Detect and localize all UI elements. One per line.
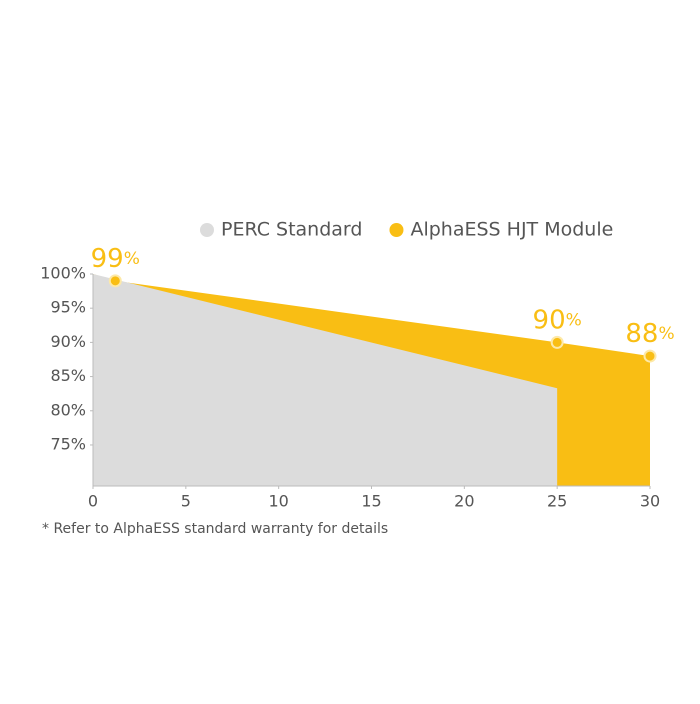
x-tick-label: 30 [640, 492, 660, 511]
data-label: 99% [91, 243, 140, 273]
y-tick-label: 80% [50, 400, 86, 419]
x-tick-label: 5 [181, 492, 191, 511]
point-marker [108, 274, 122, 288]
legend-swatch [389, 223, 404, 237]
x-tick-label: 20 [454, 492, 474, 511]
x-tick-label: 25 [547, 492, 567, 511]
legend-swatch [200, 223, 214, 237]
x-tick-label: 0 [88, 492, 98, 511]
point-marker [643, 349, 657, 363]
area [93, 274, 558, 486]
data-label: 88% [625, 319, 674, 349]
x-tick-label: 10 [268, 492, 288, 511]
y-tick-label: 85% [50, 366, 86, 385]
legend-label: AlphaESS HJT Module [410, 219, 613, 241]
point-marker [550, 335, 564, 349]
y-tick-label: 95% [50, 298, 86, 317]
data-label: 90% [533, 305, 582, 335]
y-tick-label: 90% [50, 332, 86, 351]
x-tick-label: 15 [361, 492, 381, 511]
legend-label: PERC Standard [221, 219, 362, 241]
legend: PERC Standard AlphaESS HJT Module [200, 219, 613, 241]
y-tick-label: 75% [50, 434, 86, 453]
y-tick-label: 100% [40, 264, 86, 283]
footnote: * Refer to AlphaESS standard warranty fo… [42, 521, 388, 537]
